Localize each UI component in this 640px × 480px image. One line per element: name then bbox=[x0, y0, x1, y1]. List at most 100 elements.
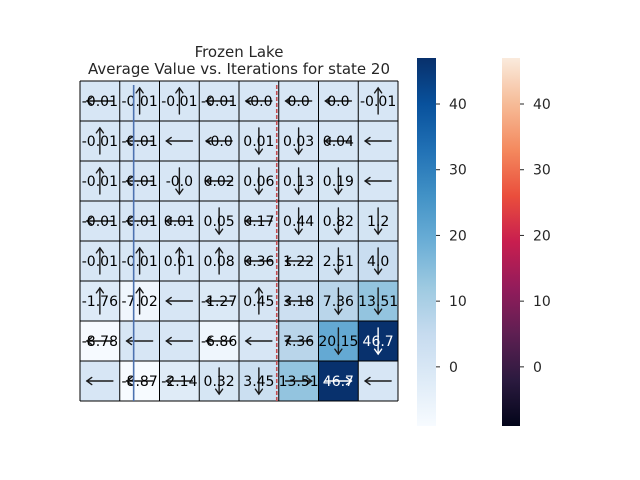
cell-value-label: 0.05 bbox=[204, 214, 235, 230]
arrow-left-icon bbox=[363, 176, 392, 186]
arrow-left-icon bbox=[85, 336, 114, 346]
cell-value-label: -0.01 bbox=[82, 214, 118, 230]
chart-title: Frozen Lake bbox=[194, 43, 284, 61]
cell-value-label: -1.27 bbox=[201, 294, 237, 310]
cell-value-label: 13.51 bbox=[279, 374, 319, 390]
cell-value-label: 1.2 bbox=[367, 214, 389, 230]
arrow-left-icon bbox=[324, 96, 353, 106]
colorbar-tick-label: 30 bbox=[449, 163, 467, 179]
cell-value-label: -7.02 bbox=[122, 294, 158, 310]
heatmap-arrows bbox=[85, 86, 392, 396]
cell-value-label: 7.36 bbox=[283, 334, 314, 350]
arrow-up-icon bbox=[95, 166, 105, 195]
arrow-left-icon bbox=[165, 216, 194, 226]
arrow-up-icon bbox=[135, 246, 144, 275]
arrow-left-icon bbox=[204, 96, 233, 106]
arrow-left-icon bbox=[284, 96, 313, 106]
cell-value-label: -1.76 bbox=[82, 294, 118, 310]
cell-value-label: -0.01 bbox=[360, 94, 396, 110]
cell-value-label: 46.7 bbox=[363, 334, 394, 350]
arrow-down-icon bbox=[254, 167, 264, 196]
arrow-down-icon bbox=[373, 247, 383, 276]
arrow-left-icon bbox=[85, 376, 114, 386]
arrow-left-icon bbox=[125, 176, 154, 186]
arrow-right-icon bbox=[284, 376, 313, 386]
chart-subtitle: Average Value vs. Iterations for state 2… bbox=[87, 60, 390, 78]
arrow-left-icon bbox=[363, 376, 392, 386]
arrow-left-icon bbox=[324, 136, 353, 146]
heatmap-cell-labels: -0.01 -0.01 -0.01 -0.01 -0.0 0.0 0.0 -0.01-0.01… bbox=[82, 94, 398, 390]
arrow-left-icon bbox=[204, 176, 233, 186]
arrow-down-icon bbox=[334, 287, 343, 316]
cell-value-label: 0.17 bbox=[243, 214, 274, 230]
arrow-left-icon bbox=[85, 216, 114, 226]
cell-value-label: 0.03 bbox=[283, 134, 314, 150]
arrow-left-icon bbox=[284, 336, 313, 346]
arrow-left-icon bbox=[244, 256, 273, 266]
cell-value-label: 2.51 bbox=[323, 254, 354, 270]
arrow-down-icon bbox=[254, 127, 264, 156]
arrow-down-icon bbox=[334, 327, 343, 356]
arrow-up-icon bbox=[95, 286, 105, 315]
cell-value-label: 0.44 bbox=[283, 214, 314, 230]
arrow-down-icon bbox=[214, 207, 224, 236]
colorbar-tick-label: 10 bbox=[449, 294, 467, 310]
arrow-left-icon bbox=[165, 376, 194, 386]
arrow-down-icon bbox=[175, 167, 184, 196]
cell-value-label: 0.82 bbox=[323, 214, 354, 230]
cell-value-label: 0.45 bbox=[243, 294, 274, 310]
arrow-left-icon bbox=[165, 336, 194, 346]
arrow-down-icon bbox=[254, 367, 264, 396]
cell-value-label: -6.86 bbox=[201, 334, 237, 350]
cell-value-label: 0.01 bbox=[243, 134, 274, 150]
cell-value-label: 0.06 bbox=[243, 174, 274, 190]
cell-value-label: -0.01 bbox=[201, 94, 237, 110]
arrow-left-icon bbox=[125, 336, 154, 346]
arrow-left-icon bbox=[284, 256, 313, 266]
colorbar-rocket bbox=[502, 58, 520, 426]
arrow-left-icon bbox=[244, 96, 273, 106]
arrow-left-icon bbox=[244, 216, 273, 226]
arrow-right-icon bbox=[324, 376, 353, 386]
colorbar-tick-label: 20 bbox=[449, 228, 467, 244]
arrow-left-icon bbox=[204, 336, 233, 346]
cell-value-label: 1.22 bbox=[283, 254, 314, 270]
arrow-down-icon bbox=[294, 207, 303, 236]
cell-value-label: -0.01 bbox=[82, 94, 118, 110]
cell-value-label: 0.13 bbox=[283, 174, 314, 190]
cell-value-label: 0.36 bbox=[243, 254, 274, 270]
cell-value-label: -0.01 bbox=[161, 94, 197, 110]
arrow-up-icon bbox=[175, 86, 184, 115]
arrow-left-icon bbox=[125, 376, 154, 386]
cell-value-label: 0.19 bbox=[323, 174, 354, 190]
arrow-left-icon bbox=[363, 136, 392, 146]
cell-value-label: -0.01 bbox=[82, 174, 118, 190]
arrow-up-icon bbox=[95, 246, 105, 275]
arrow-left-icon bbox=[125, 136, 154, 146]
cell-value-label: 0.01 bbox=[164, 214, 195, 230]
arrow-up-icon bbox=[373, 86, 383, 115]
arrow-down-icon bbox=[373, 327, 383, 356]
arrow-up-icon bbox=[175, 246, 184, 275]
cell-value-label: -0.01 bbox=[82, 134, 118, 150]
cell-value-label: 0.0 bbox=[327, 94, 349, 110]
arrow-left-icon bbox=[284, 296, 313, 306]
cell-value-label: -8.87 bbox=[122, 374, 158, 390]
arrow-down-icon bbox=[294, 167, 303, 196]
arrow-up-icon bbox=[95, 126, 105, 155]
arrow-left-icon bbox=[244, 336, 273, 346]
arrow-down-icon bbox=[334, 247, 343, 276]
arrow-left-icon bbox=[125, 216, 154, 226]
colorbar-tick-label: 0 bbox=[533, 360, 542, 376]
cell-value-label: 0.08 bbox=[204, 254, 235, 270]
cell-value-label: 7.36 bbox=[323, 294, 354, 310]
cell-value-label: 4.0 bbox=[367, 254, 389, 270]
colorbar-tick-label: 40 bbox=[449, 97, 467, 113]
arrow-left-icon bbox=[165, 136, 194, 146]
colorbar-blues bbox=[417, 58, 436, 426]
arrow-left-icon bbox=[165, 296, 194, 306]
arrow-up-icon bbox=[214, 246, 224, 275]
cell-value-label: 3.18 bbox=[283, 294, 314, 310]
cell-value-label: -0.0 bbox=[205, 134, 232, 150]
